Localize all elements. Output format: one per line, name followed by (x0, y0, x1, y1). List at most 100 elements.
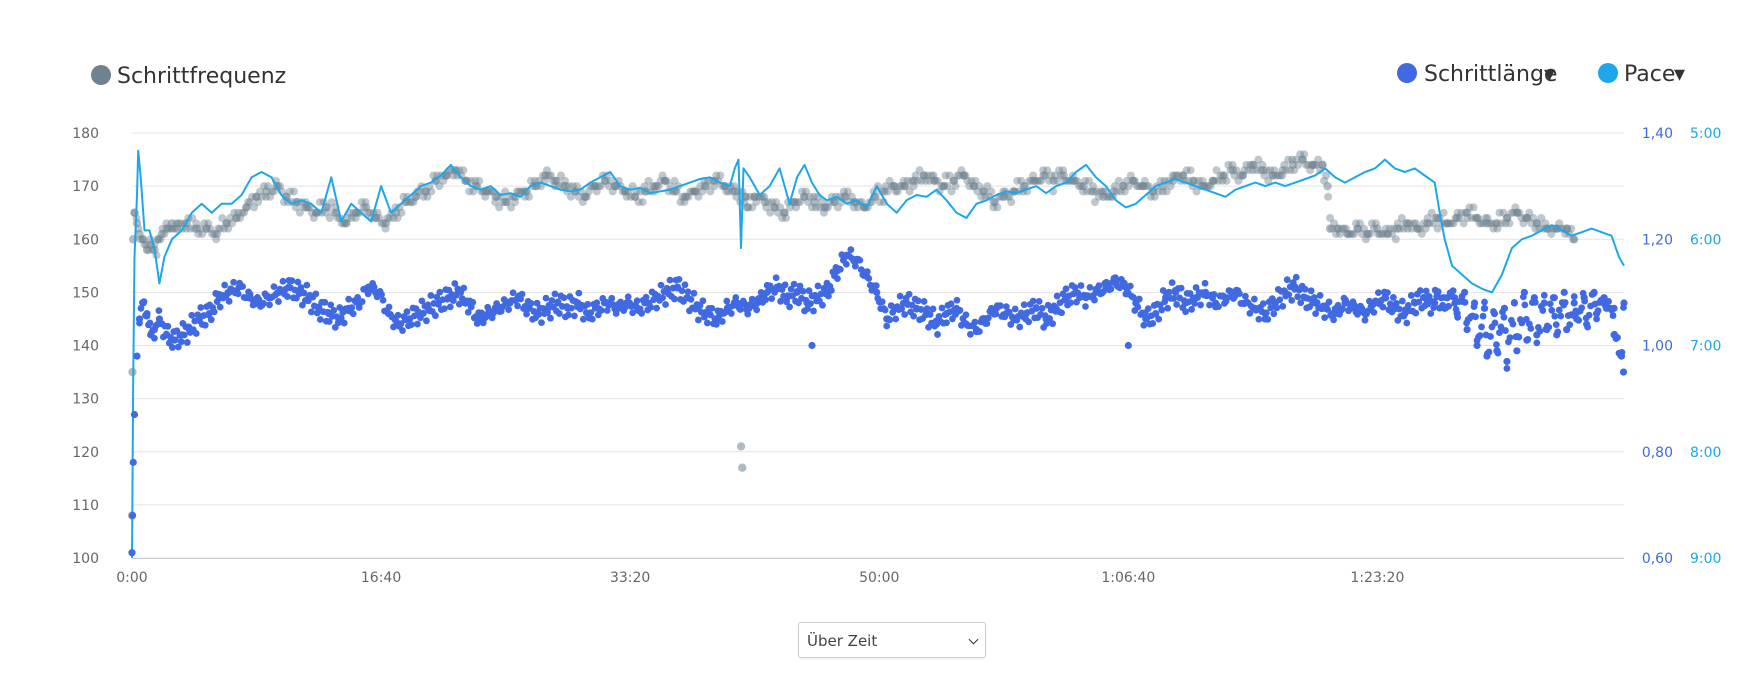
stride-point (1339, 305, 1346, 313)
cadence-point (1174, 171, 1183, 180)
stride-point (1503, 365, 1511, 372)
cadence-point (1059, 166, 1068, 175)
cadence-point (194, 229, 203, 238)
cadence-point (1493, 224, 1502, 233)
cadence-point (969, 182, 978, 191)
stride-point (1276, 296, 1284, 304)
cadence-point (1344, 229, 1353, 238)
cadence-point (903, 176, 912, 185)
legend-label-cadence: Schrittfrequenz (117, 64, 286, 89)
cadence-point (262, 192, 271, 201)
stride-point (527, 299, 535, 307)
stride-point (1144, 305, 1152, 312)
cadence-point (925, 176, 934, 185)
cadence-point (1521, 214, 1530, 222)
cadence-point (979, 187, 989, 196)
cadence-point (1423, 219, 1432, 228)
cadence-point (1276, 171, 1285, 180)
stride-point (1164, 304, 1172, 312)
cadence-point (578, 198, 587, 207)
cadence-point (626, 192, 635, 201)
cadence-point (327, 198, 336, 207)
cadence-point (592, 187, 601, 196)
cadence-point (660, 176, 669, 185)
cadence-point (401, 198, 410, 207)
cadence-point (1492, 219, 1502, 228)
cadence-point (656, 176, 665, 185)
stride-point (1585, 311, 1593, 319)
stride-point (718, 318, 726, 325)
x-mode-select[interactable]: Über Zeit (798, 622, 986, 658)
cadence-point (1098, 187, 1107, 196)
cadence-point (168, 224, 177, 233)
cadence-point (1021, 182, 1030, 191)
stride-point (1307, 287, 1315, 295)
stride-point (938, 304, 946, 312)
stride-point (1614, 334, 1621, 341)
stride-point (1313, 299, 1321, 306)
cadence-point (662, 176, 671, 185)
cadence-point (1122, 176, 1131, 185)
cadence-point (1047, 171, 1056, 180)
cadence-point (1256, 166, 1265, 175)
legend-item-cadence[interactable]: Schrittfrequenz (91, 64, 286, 89)
cadence-point (248, 192, 257, 201)
cadence-point (1290, 166, 1299, 175)
stride-point (1511, 299, 1518, 306)
stride-point (1487, 333, 1494, 340)
cadence-point (558, 182, 567, 191)
stride-point (490, 309, 498, 317)
cadence-point (1475, 219, 1484, 228)
cadence-point (933, 176, 942, 185)
cadence-point (307, 208, 316, 217)
cadence-point (329, 208, 338, 217)
cadence-point (1170, 171, 1179, 180)
cadence-point (459, 166, 468, 175)
cadence-point (457, 171, 466, 180)
y-left-tick-label: 130 (72, 392, 99, 408)
cadence-point (1463, 214, 1472, 222)
stride-point (695, 316, 702, 324)
cadence-point (1005, 192, 1014, 201)
cadence-point (1124, 182, 1133, 191)
stride-point (547, 314, 554, 322)
cadence-point (1118, 182, 1127, 191)
cadence-point (1318, 160, 1327, 169)
x-tick-label: 33:20 (610, 570, 650, 586)
stride-point (883, 322, 891, 330)
stride-point (1155, 315, 1163, 323)
cadence-point (144, 245, 153, 254)
cadence-point (212, 235, 221, 244)
dropdown-arrow-icon[interactable]: ▾ (1544, 62, 1555, 87)
cadence-point (385, 214, 394, 222)
cadence-point (1562, 224, 1571, 233)
cadence-point (638, 198, 647, 207)
cadence-point (1228, 165, 1238, 175)
cadence-point (1150, 192, 1159, 201)
legend-item-stride[interactable]: Schrittlänge ▾ (1397, 62, 1557, 87)
cadence-point (1142, 182, 1151, 191)
cadence-point (965, 182, 974, 191)
stride-point (1029, 297, 1037, 305)
cadence-point (792, 203, 801, 212)
stride-point (194, 311, 202, 319)
cadence-point (140, 240, 149, 249)
cadence-point (228, 219, 237, 228)
cadence-point (806, 192, 815, 201)
stride-point (923, 305, 931, 312)
cadence-point (1447, 219, 1456, 228)
stride-point (943, 319, 950, 327)
stride-point (397, 320, 405, 328)
cadence-point (361, 203, 371, 212)
dropdown-arrow-icon[interactable]: ▾ (1674, 62, 1685, 87)
stride-point (1549, 294, 1557, 301)
cadence-point (242, 203, 251, 212)
stride-point (431, 312, 439, 319)
stride-point (1500, 313, 1508, 321)
legend-item-pace[interactable]: Pace ▾ (1598, 62, 1685, 87)
stride-point (1005, 308, 1013, 316)
stride-point (1375, 289, 1382, 297)
cadence-point (429, 171, 438, 180)
stride-point (1519, 293, 1527, 301)
cadence-point (166, 224, 175, 233)
